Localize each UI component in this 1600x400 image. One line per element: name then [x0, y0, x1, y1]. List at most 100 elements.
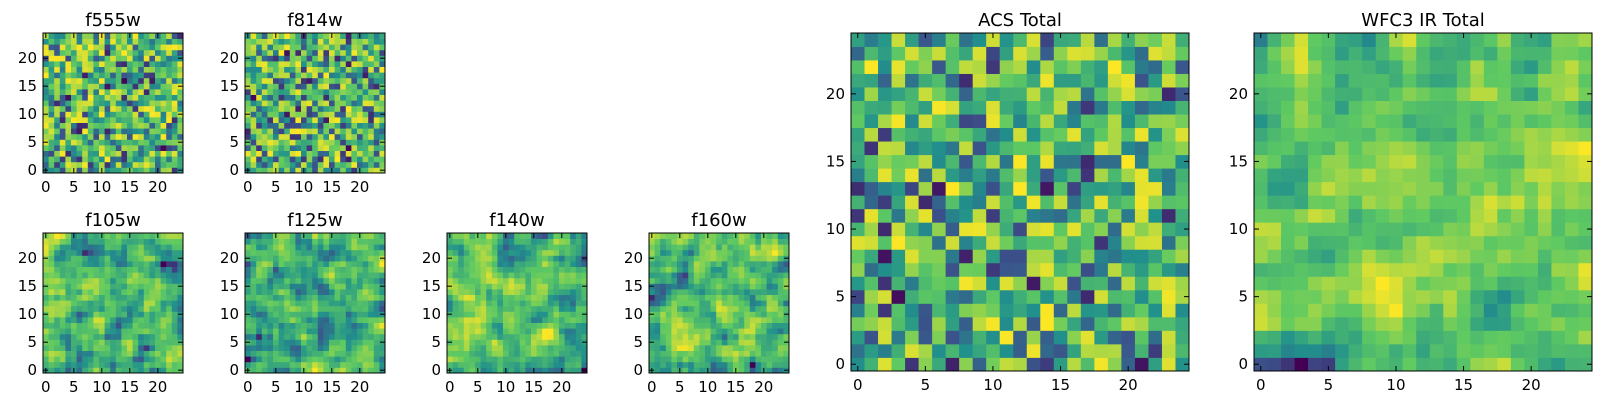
- heatmap-cell: [65, 289, 72, 295]
- heatmap-cell: [671, 345, 678, 351]
- heatmap-cell: [716, 305, 723, 312]
- heatmap-cell: [160, 249, 167, 256]
- heatmap-cell: [1053, 289, 1068, 304]
- heatmap-cell: [1470, 222, 1485, 237]
- heatmap-cell: [1375, 262, 1390, 277]
- heatmap-cell: [1161, 141, 1176, 156]
- heatmap-cell: [99, 100, 105, 107]
- heatmap-cell: [345, 361, 352, 368]
- heatmap-cell: [1121, 127, 1136, 142]
- heatmap-cell: [738, 333, 745, 340]
- heatmap-cell: [71, 77, 77, 84]
- heatmap-cell: [54, 38, 61, 45]
- heatmap-cell: [54, 305, 61, 312]
- heatmap-cell: [452, 249, 459, 256]
- heatmap-cell: [660, 367, 667, 374]
- heatmap-cell: [727, 283, 734, 290]
- heatmap-cell: [525, 305, 532, 312]
- heatmap-cell: [301, 77, 307, 84]
- heatmap-cell: [458, 328, 465, 335]
- heatmap-cell: [497, 317, 504, 323]
- heatmap-cell: [273, 156, 279, 163]
- heatmap-cell: [1483, 343, 1498, 358]
- heatmap-cell: [772, 345, 779, 351]
- heatmap-cell: [452, 300, 459, 307]
- heatmap-cell: [1121, 100, 1136, 115]
- heatmap-cell: [525, 261, 532, 267]
- heatmap-cell: [115, 77, 122, 84]
- heatmap-cell: [82, 161, 89, 168]
- heatmap-cell: [104, 89, 111, 95]
- heatmap-cell: [115, 272, 122, 279]
- heatmap-cell: [999, 33, 1014, 47]
- heatmap-cell: [1362, 235, 1377, 250]
- heatmap-cell: [536, 294, 543, 301]
- heatmap-cell: [93, 272, 100, 279]
- heatmap-cell: [1040, 114, 1055, 129]
- heatmap-cell: [514, 345, 521, 351]
- heatmap-cell: [99, 145, 105, 151]
- heatmap-cell: [458, 311, 465, 318]
- heatmap-cell: [312, 233, 319, 239]
- heatmap-cell: [1013, 262, 1028, 277]
- heatmap-cell: [256, 322, 263, 329]
- heatmap-cell: [104, 311, 111, 318]
- heatmap-cell: [273, 305, 279, 312]
- heatmap-cell: [71, 150, 77, 157]
- y-tick-label: 0: [229, 161, 239, 179]
- heatmap-cell: [362, 367, 369, 374]
- heatmap-cell: [705, 305, 711, 312]
- heatmap-cell: [559, 294, 565, 301]
- heatmap-cell: [905, 154, 919, 169]
- heatmap-cell: [783, 317, 790, 323]
- heatmap-cell: [1497, 289, 1512, 304]
- heatmap-cell: [986, 127, 1001, 142]
- heatmap-cell: [121, 305, 128, 312]
- heatmap-cell: [256, 261, 263, 267]
- heatmap-cell: [71, 117, 77, 123]
- heatmap-cell: [959, 222, 974, 237]
- heatmap-cell: [1161, 316, 1176, 331]
- heatmap-cell: [65, 305, 72, 312]
- heatmap-cell: [256, 150, 263, 157]
- heatmap-cell: [345, 156, 352, 163]
- heatmap-cell: [334, 128, 341, 135]
- heatmap-cell: [267, 44, 274, 51]
- heatmap-cell: [559, 356, 565, 363]
- heatmap-cell: [245, 128, 251, 135]
- heatmap-cell: [267, 61, 274, 67]
- heatmap-cell: [497, 233, 504, 239]
- heatmap-cell: [99, 356, 105, 363]
- heatmap-cell: [160, 322, 167, 329]
- heatmap-cell: [447, 289, 453, 295]
- heatmap-cell: [531, 300, 537, 307]
- heatmap-cell: [368, 145, 375, 151]
- heatmap-cell: [334, 328, 341, 335]
- heatmap-cell: [99, 89, 105, 95]
- heatmap-cell: [177, 161, 184, 168]
- heatmap-cell: [564, 333, 571, 340]
- heatmap-cell: [99, 49, 105, 56]
- heatmap-cell: [295, 328, 302, 335]
- heatmap-cell: [766, 328, 773, 335]
- heatmap-cell: [891, 114, 906, 129]
- heatmap-cell: [329, 133, 335, 140]
- heatmap-cell: [71, 122, 77, 129]
- heatmap-cell: [261, 333, 268, 340]
- heatmap-cell: [1510, 303, 1525, 318]
- heatmap-cell: [317, 55, 324, 62]
- heatmap-cell: [143, 244, 150, 251]
- heatmap-cell: [284, 167, 291, 174]
- heatmap-cell: [312, 83, 319, 90]
- heatmap-cell: [340, 83, 347, 90]
- heatmap-cell: [149, 289, 156, 295]
- heatmap-cell: [1321, 249, 1336, 264]
- heatmap-cell: [463, 356, 470, 363]
- heatmap-cell: [99, 72, 105, 79]
- heatmap-cell: [71, 105, 77, 112]
- heatmap-cell: [115, 367, 122, 374]
- heatmap-cell: [1134, 222, 1149, 237]
- heatmap-cell: [373, 167, 380, 174]
- heatmap-cell: [261, 244, 268, 251]
- heatmap-cell: [171, 311, 178, 318]
